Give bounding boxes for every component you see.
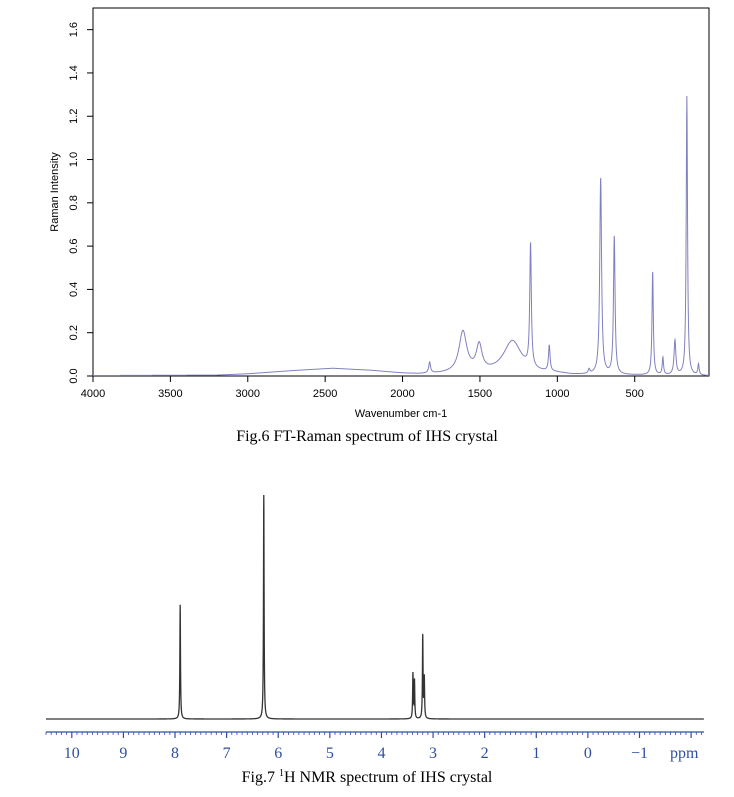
raman-x-tick-label: 1500	[468, 388, 492, 400]
nmr-x-tick-label: −1	[631, 745, 648, 762]
raman-x-axis-label: Wavenumber cm-1	[355, 408, 448, 420]
raman-x-tick-label: 3000	[236, 388, 260, 400]
nmr-x-tick-label: 10	[64, 745, 80, 762]
raman-x-tick-label: 4000	[81, 388, 105, 400]
nmr-caption: Fig.7 1H NMR spectrum of IHS crystal	[0, 768, 734, 787]
raman-y-axis: 0.0 0.2 0.4 0.6 0.8 1.0 1.2 1.4 1.6	[68, 22, 93, 384]
nmr-caption-prefix: Fig.7	[241, 769, 279, 786]
nmr-x-tick-label: 0	[584, 745, 592, 762]
nmr-x-tick-label: 3	[429, 745, 437, 762]
raman-chart: 0.0 0.2 0.4 0.6 0.8 1.0 1.2 1.4 1.6 4000 3500 3000…	[49, 7, 710, 420]
raman-spectrum-line	[93, 95, 709, 377]
nmr-caption-text: H NMR spectrum of IHS crystal	[283, 769, 493, 786]
raman-y-axis-label: Raman Intensity	[49, 152, 61, 232]
raman-x-tick-label: 2500	[313, 388, 337, 400]
raman-caption: Fig.6 FT-Raman spectrum of IHS crystal	[236, 428, 498, 445]
raman-y-tick-label: 0.8	[68, 195, 80, 210]
nmr-x-tick-label: 9	[119, 745, 127, 762]
nmr-spectrum-line	[46, 494, 704, 720]
raman-x-axis: 4000 3500 3000 2500 2000 1500 1000 500	[81, 376, 644, 400]
raman-plot-frame	[92, 7, 710, 377]
raman-y-tick-label: 1.4	[68, 65, 80, 80]
nmr-x-tick-label: 8	[171, 745, 179, 762]
raman-y-tick-label: 1.0	[68, 152, 80, 167]
raman-x-tick-label: 500	[626, 388, 644, 400]
raman-x-tick-label: 2000	[390, 388, 414, 400]
nmr-x-tick-label: 7	[223, 745, 231, 762]
nmr-x-tick-label: 6	[274, 745, 282, 762]
nmr-x-axis-label: ppm	[670, 745, 699, 762]
raman-y-tick-label: 0.6	[68, 238, 80, 253]
nmr-x-tick-label: 1	[532, 745, 540, 762]
raman-y-tick-label: 1.6	[68, 22, 80, 37]
raman-y-tick-label: 0.4	[68, 282, 80, 297]
nmr-x-axis: 10 9 8 7 6 5 4 3 2 1 0 −1	[45, 732, 702, 762]
nmr-chart: 10 9 8 7 6 5 4 3 2 1 0 −1 ppm	[45, 494, 704, 762]
raman-y-tick-label: 0.2	[68, 325, 80, 340]
nmr-x-tick-label: 4	[377, 745, 385, 762]
raman-x-tick-label: 1000	[545, 388, 569, 400]
nmr-caption-superscript: 1	[278, 768, 284, 779]
nmr-x-tick-label: 5	[326, 745, 334, 762]
raman-y-tick-label: 1.2	[68, 109, 80, 124]
raman-y-tick-label: 0.0	[68, 368, 80, 383]
nmr-x-tick-label: 2	[481, 745, 489, 762]
raman-x-tick-label: 3500	[158, 388, 182, 400]
